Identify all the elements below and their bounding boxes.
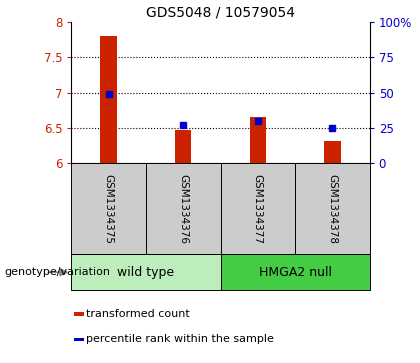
Text: wild type: wild type — [117, 266, 175, 279]
Text: percentile rank within the sample: percentile rank within the sample — [86, 334, 274, 344]
Bar — [220, 254, 370, 290]
Bar — [71, 254, 220, 290]
Text: GSM1334378: GSM1334378 — [327, 174, 337, 244]
Bar — [249, 117, 266, 163]
Bar — [71, 163, 146, 254]
Bar — [295, 163, 370, 254]
Text: GSM1334377: GSM1334377 — [253, 174, 263, 244]
Text: GSM1334376: GSM1334376 — [178, 174, 188, 244]
Text: GSM1334375: GSM1334375 — [104, 174, 114, 244]
Bar — [74, 312, 84, 316]
Bar — [220, 163, 295, 254]
Bar — [100, 36, 117, 163]
Bar — [175, 130, 192, 163]
Text: genotype/variation: genotype/variation — [4, 267, 110, 277]
Title: GDS5048 / 10579054: GDS5048 / 10579054 — [146, 5, 295, 19]
Text: HMGA2 null: HMGA2 null — [259, 266, 331, 279]
Bar — [324, 141, 341, 163]
Bar — [74, 338, 84, 341]
Text: transformed count: transformed count — [86, 309, 190, 319]
Bar — [146, 163, 220, 254]
